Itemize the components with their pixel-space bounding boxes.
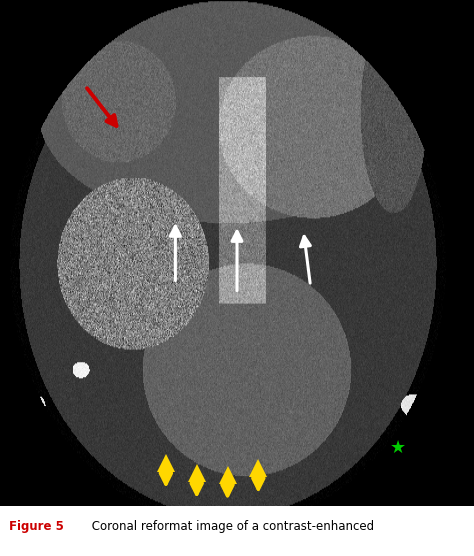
Text: Figure 5: Figure 5 xyxy=(9,520,64,533)
Text: Coronal reformat image of a contrast-enhanced: Coronal reformat image of a contrast-enh… xyxy=(88,520,374,533)
Text: ★: ★ xyxy=(390,439,406,457)
